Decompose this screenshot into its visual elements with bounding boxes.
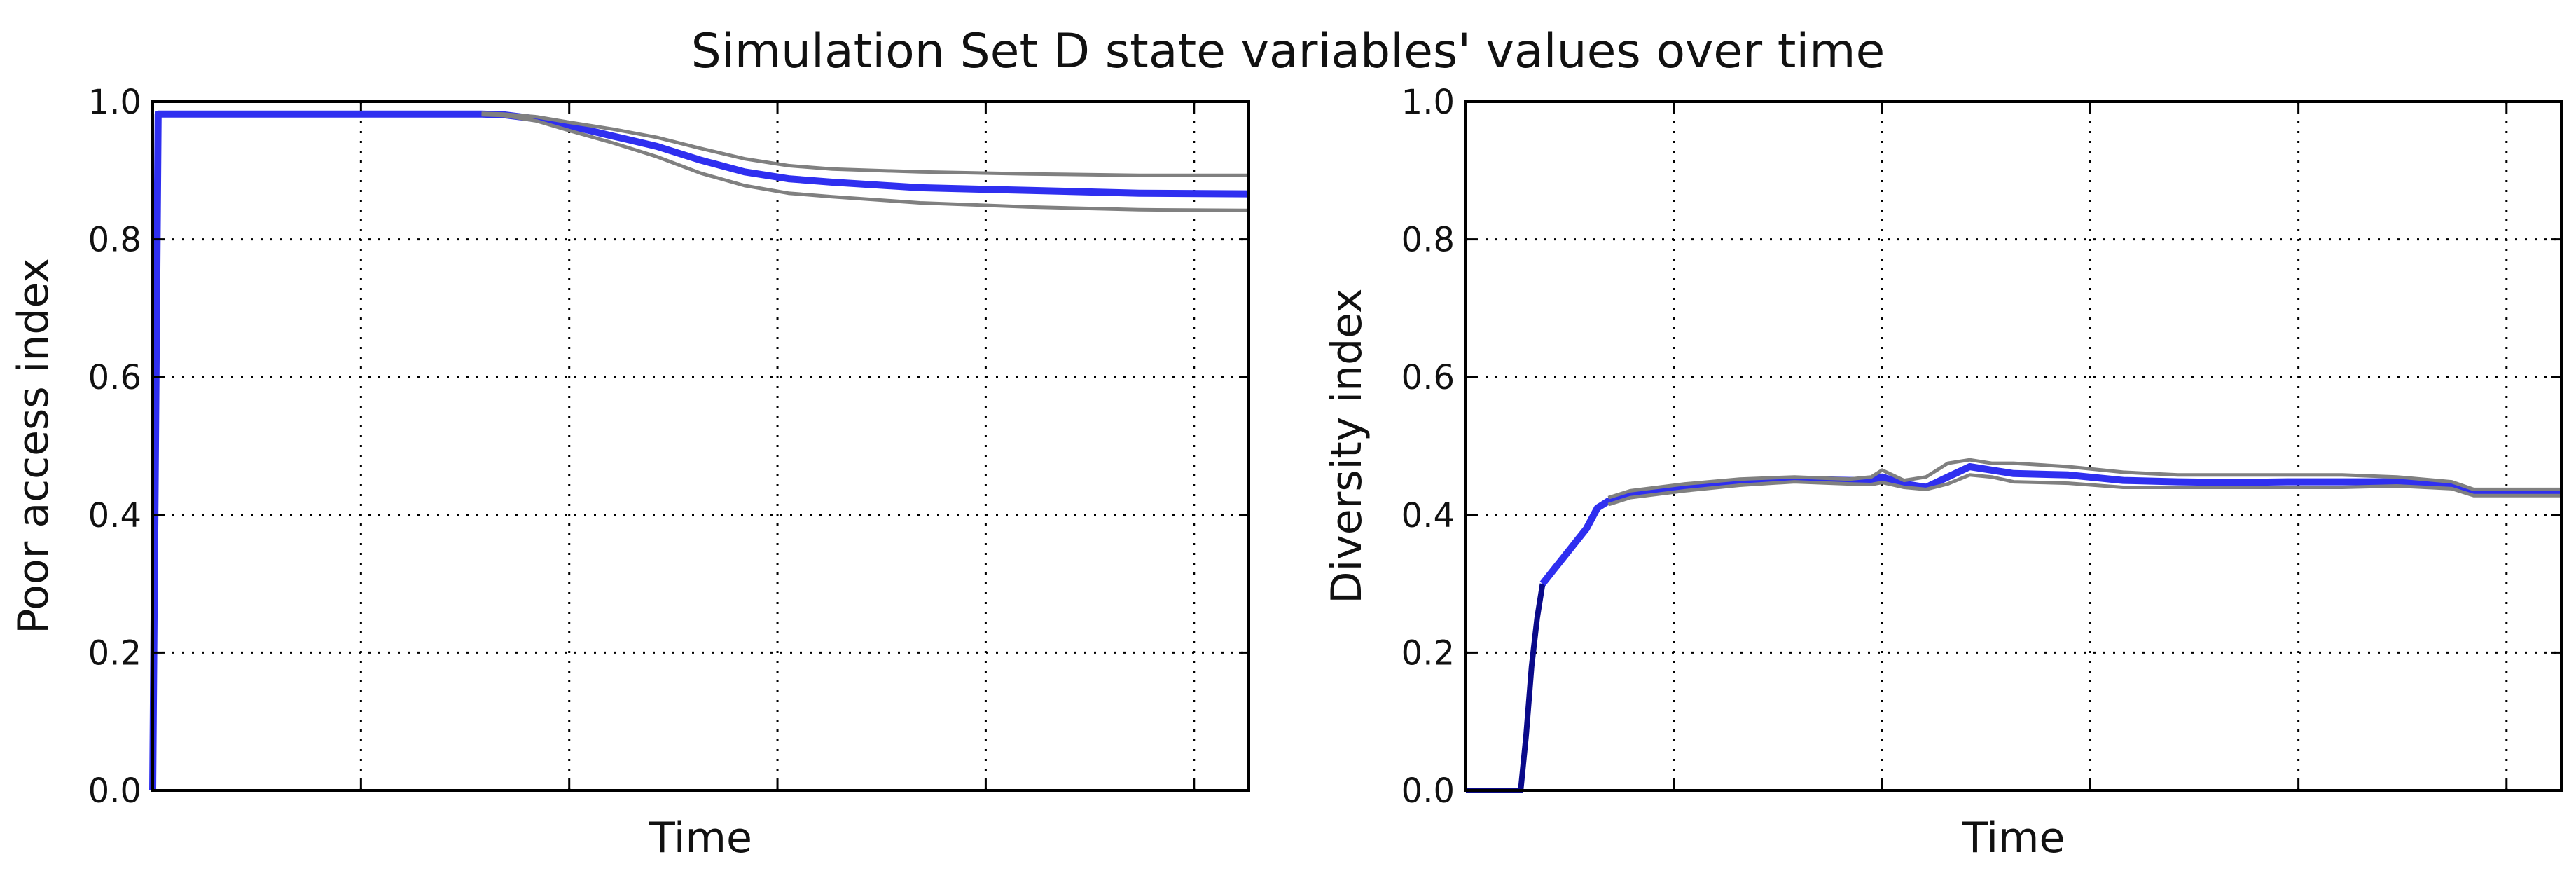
diversity-axes: 0.0 0.2 0.4 0.6 0.8 1.0 <box>1401 83 2563 811</box>
poor-access-series-lower <box>481 113 1249 212</box>
diversity-x-axis-label: Time <box>1962 814 2065 863</box>
diversity-series-upper <box>1607 458 2561 500</box>
poor-access-y-tick-label: 0.8 <box>88 221 141 260</box>
diversity-y-tick-label: 0.6 <box>1401 358 1455 397</box>
poor-access-y-tick-label: 1.0 <box>88 83 141 122</box>
poor-access-axes: 0.0 0.2 0.4 0.6 0.8 1.0 <box>88 83 1250 811</box>
diversity-series-mean <box>1539 463 2561 587</box>
poor-access-series-mean <box>149 110 1249 791</box>
diversity-subplot: 0.0 0.2 0.4 0.6 0.8 1.0 Time Diversity index <box>1322 83 2563 863</box>
poor-access-plot-frame <box>151 100 1250 792</box>
diversity-y-tick-label: 0.8 <box>1401 221 1455 260</box>
diversity-plot-frame <box>1464 100 2563 792</box>
poor-access-y-tick-label: 0.0 <box>88 771 141 811</box>
diversity-y-tick-label: 1.0 <box>1401 83 1455 122</box>
poor-access-subplot: 0.0 0.2 0.4 0.6 0.8 1.0 Time Poor access inde… <box>9 83 1250 863</box>
diversity-y-axis-label: Diversity index <box>1322 288 1371 603</box>
poor-access-series-upper <box>481 111 1249 177</box>
diversity-y-tick-label: 0.2 <box>1401 633 1455 673</box>
poor-access-grid <box>153 102 1249 790</box>
poor-access-y-tick-label: 0.2 <box>88 633 141 673</box>
poor-access-series <box>149 110 1249 791</box>
figure-title: Simulation Set D state variables' values… <box>691 24 1885 79</box>
poor-access-y-axis-label: Poor access index <box>9 258 58 634</box>
poor-access-x-axis-label: Time <box>649 814 752 863</box>
poor-access-y-tick-label: 0.6 <box>88 358 141 397</box>
diversity-grid <box>1466 102 2561 790</box>
diversity-y-tick-label: 0.4 <box>1401 496 1455 535</box>
poor-access-y-tick-label: 0.4 <box>88 496 141 535</box>
diversity-y-tick-label: 0.0 <box>1401 771 1455 811</box>
diversity-series-lower <box>1607 473 2561 507</box>
